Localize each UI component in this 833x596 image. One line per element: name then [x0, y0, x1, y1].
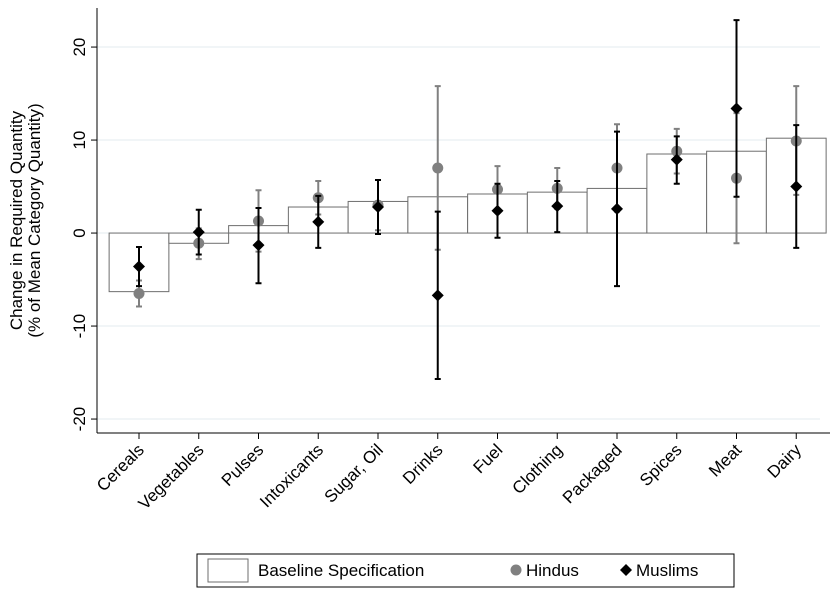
y-axis-label: Change in Required Quantity	[7, 110, 26, 330]
point	[312, 215, 325, 228]
x-tick-label: Vegetables	[135, 440, 208, 513]
point	[431, 289, 444, 302]
x-tick-label: Dairy	[764, 440, 806, 482]
point	[491, 204, 504, 217]
y-tick-label: -10	[70, 314, 89, 339]
y-tick-label: 20	[70, 38, 89, 57]
legend-swatch	[620, 564, 632, 576]
point	[432, 162, 444, 174]
y-tick-label: 10	[70, 131, 89, 150]
x-tick-label: Packaged	[559, 440, 626, 507]
legend-label: Baseline Specification	[258, 561, 424, 580]
y-tick-label: 0	[70, 228, 89, 237]
point	[133, 288, 145, 300]
x-tick-label: Meat	[705, 440, 745, 480]
point	[192, 226, 205, 239]
y-axis-label: (% of Mean Category Quantity)	[25, 103, 44, 337]
point	[670, 153, 683, 166]
point	[790, 180, 803, 193]
point	[730, 102, 743, 115]
legend-label: Muslims	[636, 561, 698, 580]
x-tick-label: Spices	[636, 440, 686, 490]
x-tick-label: Fuel	[470, 440, 507, 477]
x-tick-label: Cereals	[93, 440, 148, 495]
x-tick-label: Intoxicants	[256, 440, 327, 511]
legend-label: Hindus	[526, 561, 579, 580]
point	[611, 202, 623, 215]
legend-swatch	[510, 564, 522, 576]
x-tick-label: Clothing	[509, 440, 567, 498]
point	[551, 200, 564, 213]
legend-box	[196, 553, 735, 588]
x-tick-label: Pulses	[218, 440, 268, 490]
legend-swatch	[207, 558, 249, 583]
y-tick-label: -20	[70, 407, 89, 432]
x-tick-label: Drinks	[399, 440, 446, 487]
x-tick-label: Sugar, Oil	[321, 440, 387, 506]
point	[133, 260, 145, 273]
point	[372, 201, 384, 214]
point	[252, 239, 265, 252]
